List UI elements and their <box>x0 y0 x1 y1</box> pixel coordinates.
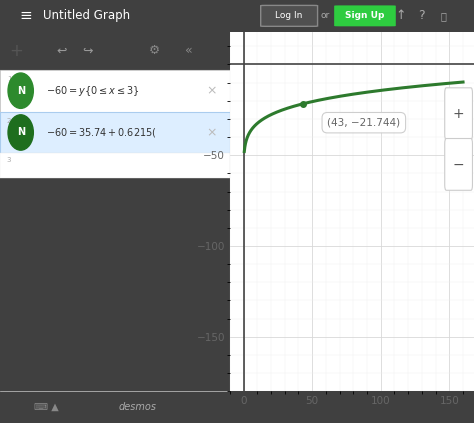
FancyBboxPatch shape <box>261 5 318 26</box>
FancyBboxPatch shape <box>0 70 230 112</box>
Text: Log In: Log In <box>275 11 303 20</box>
Text: ↑: ↑ <box>395 9 406 22</box>
FancyBboxPatch shape <box>334 5 396 26</box>
Text: or: or <box>320 11 329 20</box>
Text: ×: × <box>206 126 217 139</box>
Text: N: N <box>17 127 25 137</box>
Text: +: + <box>453 107 465 121</box>
Text: desmos: desmos <box>119 402 157 412</box>
Text: 2: 2 <box>7 118 11 124</box>
Text: ↩: ↩ <box>57 44 67 57</box>
Text: $-60 = 35.74 + 0.6215($: $-60 = 35.74 + 0.6215($ <box>46 126 157 139</box>
Text: 🌐: 🌐 <box>440 11 446 21</box>
Text: ⚙: ⚙ <box>148 44 160 57</box>
FancyBboxPatch shape <box>445 88 473 140</box>
Text: 1: 1 <box>7 76 11 82</box>
Text: ⌨ ▲: ⌨ ▲ <box>35 402 59 412</box>
Text: (43, −21.744): (43, −21.744) <box>327 118 401 128</box>
FancyBboxPatch shape <box>445 138 473 190</box>
Circle shape <box>8 73 33 108</box>
Text: «: « <box>185 44 192 57</box>
Circle shape <box>8 115 33 150</box>
Text: −: − <box>453 157 465 171</box>
Text: $-60 = y\{0 \leq x \leq 3\}$: $-60 = y\{0 \leq x \leq 3\}$ <box>46 84 140 98</box>
Text: ×: × <box>206 84 217 97</box>
FancyBboxPatch shape <box>0 112 230 154</box>
Text: +: + <box>9 42 23 60</box>
Text: Untitled Graph: Untitled Graph <box>43 9 130 22</box>
Text: ≡: ≡ <box>19 8 32 23</box>
Text: N: N <box>17 86 25 96</box>
Text: Sign Up: Sign Up <box>345 11 385 20</box>
Text: ?: ? <box>419 9 425 22</box>
Text: ↪: ↪ <box>82 44 92 57</box>
Text: 3: 3 <box>7 157 11 162</box>
FancyBboxPatch shape <box>0 154 230 179</box>
